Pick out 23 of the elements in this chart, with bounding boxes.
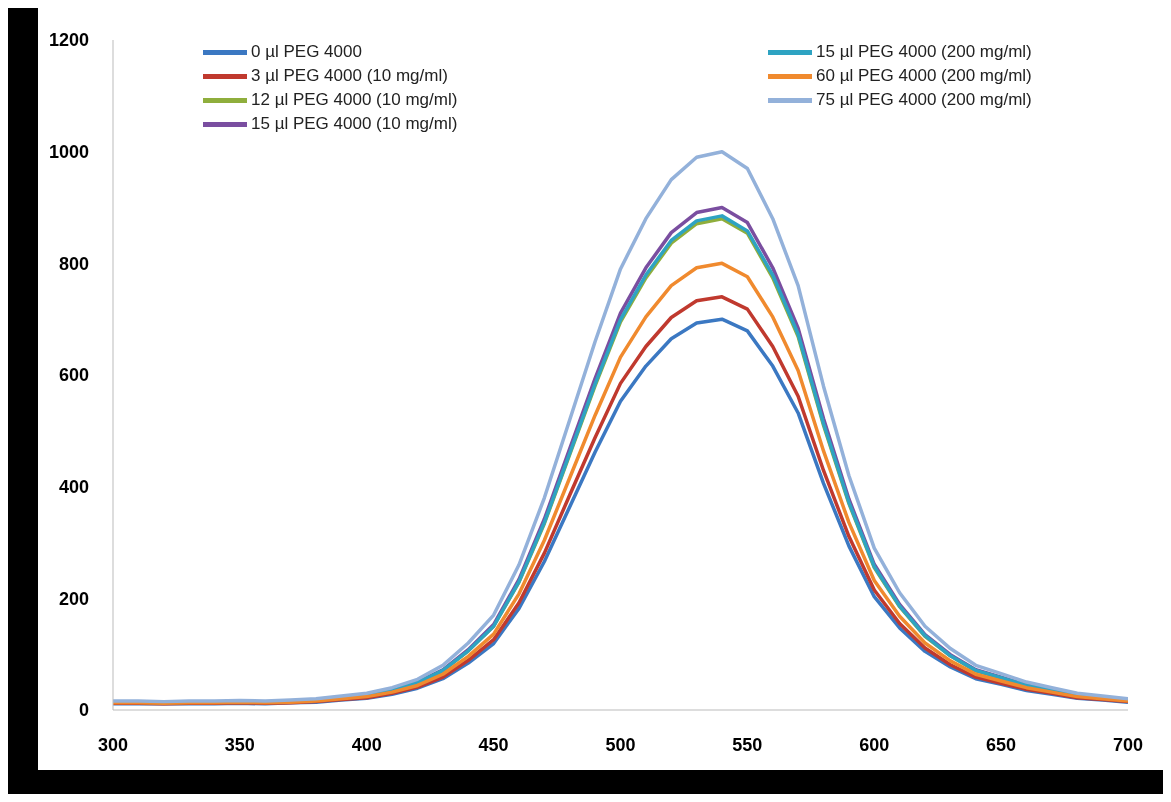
x-tick-label: 450 — [478, 734, 509, 755]
legend-label: 12 µl PEG 4000 (10 mg/ml) — [251, 90, 458, 110]
x-tick-label: 350 — [224, 734, 255, 755]
y-tick-label: 1200 — [48, 30, 89, 51]
y-tick-label: 600 — [58, 365, 89, 386]
x-tick-label: 400 — [351, 734, 382, 755]
legend-label: 3 µl PEG 4000 (10 mg/ml) — [251, 66, 448, 86]
y-tick-label: 400 — [58, 477, 89, 498]
x-tick-label: 550 — [732, 734, 763, 755]
y-tick-label: 1000 — [48, 142, 89, 163]
x-tick-label: 700 — [1112, 734, 1144, 755]
y-tick-label: 200 — [58, 588, 89, 609]
x-tick-label: 300 — [97, 734, 129, 755]
x-tick-label: 600 — [859, 734, 890, 755]
legend-label: 60 µl PEG 4000 (200 mg/ml) — [816, 66, 1032, 86]
x-tick-label: 500 — [605, 734, 636, 755]
legend-label: 0 µl PEG 4000 — [251, 42, 362, 62]
y-tick-label: 0 — [78, 700, 89, 721]
y-tick-label: 800 — [58, 253, 89, 274]
legend-label: 15 µl PEG 4000 (200 mg/ml) — [816, 42, 1032, 62]
x-tick-label: 650 — [986, 734, 1017, 755]
legend-label: 15 µl PEG 4000 (10 mg/ml) — [251, 114, 458, 134]
legend-label: 75 µl PEG 4000 (200 mg/ml) — [816, 90, 1032, 110]
